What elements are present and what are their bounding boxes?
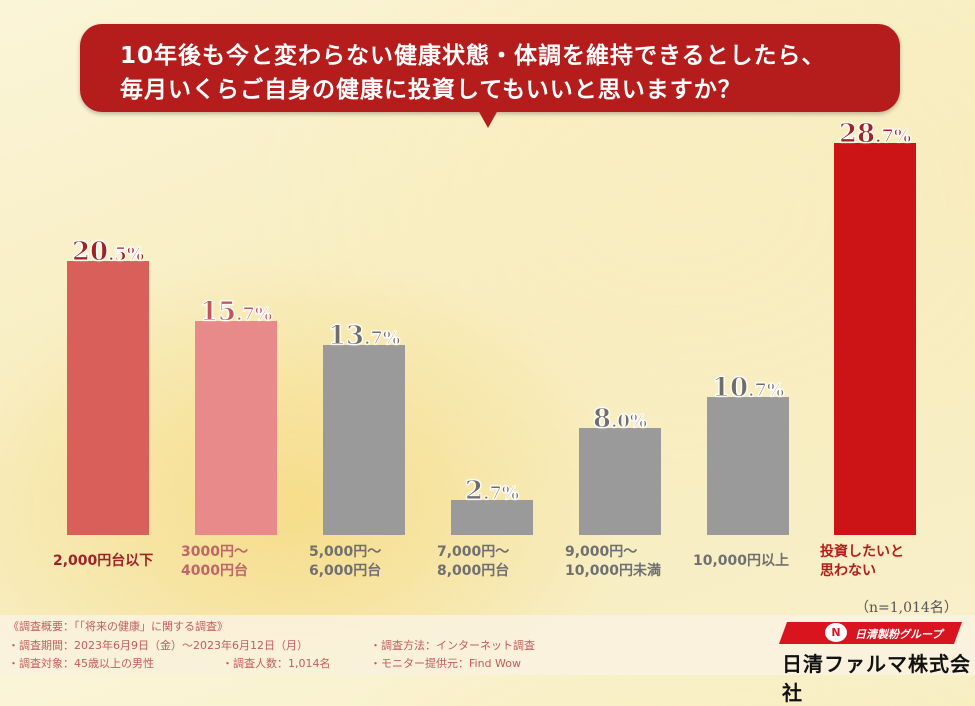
notes-heading: 《調査概要：「「将来の健康」に関する調査》 xyxy=(8,620,228,633)
bar-0: 20.5% xyxy=(67,237,149,535)
category-label: 7,000円〜 8,000円台 xyxy=(437,544,510,579)
bar-6: 28.7% xyxy=(834,119,916,535)
question-line-1: 10年後も今と変わらない健康状態・体調を維持できるとしたら、 xyxy=(120,43,826,69)
bar-value-label: 15.7% xyxy=(199,297,273,328)
category-label: 5,000円〜 6,000円台 xyxy=(309,544,382,579)
question-line-2: 毎月いくらご自身の健康に投資してもいいと思いますか？ xyxy=(120,77,742,103)
logo-group-name: 日清製粉グループ xyxy=(855,628,943,641)
bar-2: 13.7% xyxy=(323,321,405,535)
bar-4: 8.0% xyxy=(579,404,661,535)
bar-value-label: 2.7% xyxy=(464,476,519,507)
notes-target: ・調査対象：45歳以上の男性 xyxy=(8,657,154,670)
category-label: 10,000円以上 xyxy=(693,553,790,569)
category-label: 2,000円台以下 xyxy=(53,553,154,569)
bar-3: 2.7% xyxy=(451,476,533,535)
notes-count: ・調査人数：1,014名 xyxy=(222,657,331,670)
bar-value-label: 13.7% xyxy=(327,321,401,352)
category-label: 3000円〜 4000円台 xyxy=(181,544,248,579)
notes-monitor: ・モニター提供元：Find Wow xyxy=(370,657,521,670)
bar-5: 10.7% xyxy=(707,373,789,535)
bar-value-label: 10.7% xyxy=(711,373,785,404)
nisshin-logo-icon: N xyxy=(825,623,847,642)
question-bubble: 10年後も今と変わらない健康状態・体調を維持できるとしたら、 毎月いくらご自身の… xyxy=(80,24,900,128)
category-label: 投資したいと 思わない xyxy=(820,544,904,579)
logo-company-name: 日清ファルマ株式会社 xyxy=(782,652,971,705)
sample-size: （n=1,014名） xyxy=(855,600,958,616)
bar-value-label: 20.5% xyxy=(71,237,145,268)
notes-period: ・調査期間：2023年6月9日（金）〜2023年6月12日（月） xyxy=(8,639,308,652)
category-label: 9,000円〜 10,000円未満 xyxy=(565,544,662,579)
notes-method: ・調査方法：インターネット調査 xyxy=(370,639,535,652)
bar-value-label: 8.0% xyxy=(592,404,647,435)
bar-1: 15.7% xyxy=(195,297,277,535)
bar-value-label: 28.7% xyxy=(838,119,912,150)
